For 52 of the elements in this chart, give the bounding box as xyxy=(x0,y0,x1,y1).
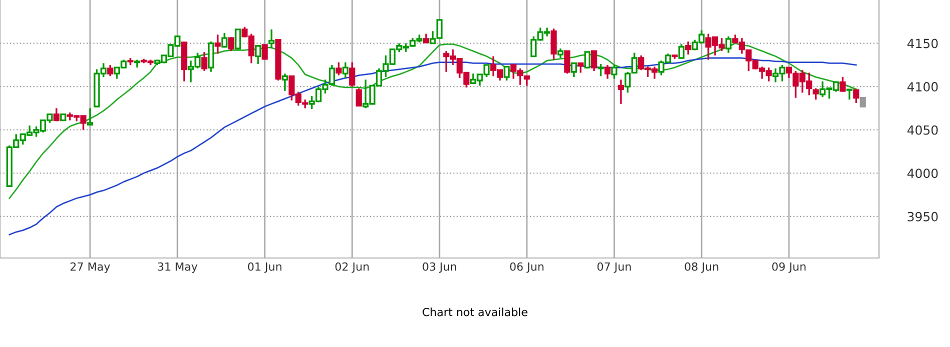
candlestick xyxy=(504,66,510,82)
candlestick xyxy=(853,89,860,104)
candlestick xyxy=(591,50,598,72)
candlestick xyxy=(53,107,60,122)
x-tick-label: 03 Jun xyxy=(422,262,456,273)
candlestick xyxy=(598,63,604,78)
y-tick-label: 4000 xyxy=(907,168,938,178)
y-tick-label: 4100 xyxy=(907,82,938,92)
y-tick-label: 3950 xyxy=(908,212,938,222)
candlestick xyxy=(423,32,430,44)
candlestick xyxy=(550,28,557,61)
candlestick xyxy=(618,78,624,105)
candlestick xyxy=(356,87,362,108)
y-tick-label: 4050 xyxy=(907,125,938,135)
candlestick xyxy=(282,72,288,92)
candlestick xyxy=(570,62,577,78)
text: Chart not available xyxy=(422,308,528,316)
candlestick xyxy=(584,51,590,70)
candlestick xyxy=(578,62,584,74)
candlestick xyxy=(107,64,114,78)
candlestick xyxy=(342,62,348,79)
candlestick xyxy=(262,44,268,60)
candlestick xyxy=(349,62,356,88)
x-tick-label: 01 Jun xyxy=(248,262,282,273)
candlestick xyxy=(228,36,234,52)
candlestick xyxy=(221,32,228,48)
x-tick-label: 06 Jun xyxy=(510,262,544,273)
candlestick xyxy=(564,50,570,74)
x-tick-label: 08 Jun xyxy=(684,262,718,273)
candlestick xyxy=(685,40,692,56)
candlestick xyxy=(611,64,618,80)
candlestick xyxy=(268,28,275,50)
candlestick xyxy=(678,43,684,59)
candlestick xyxy=(812,87,819,100)
candlestick xyxy=(557,48,564,59)
candlestick xyxy=(336,62,342,76)
candlestick xyxy=(214,34,221,55)
x-tick-label: 07 Jun xyxy=(597,262,631,273)
candlestick xyxy=(846,88,852,100)
candlestick xyxy=(255,45,262,65)
y-tick-label: 4150 xyxy=(907,38,938,48)
candlestick xyxy=(201,51,208,72)
candlestick xyxy=(234,28,241,50)
candlestick xyxy=(840,76,846,93)
x-tick-label: 27 May xyxy=(70,262,110,273)
candlestick xyxy=(87,107,94,126)
candlestick xyxy=(860,96,866,108)
x-tick-label: 02 Jun xyxy=(335,262,369,273)
candlestick xyxy=(725,36,732,54)
x-tick-label: 09 Jun xyxy=(772,262,806,273)
candlestick xyxy=(604,64,611,80)
x-tick-label: 31 May xyxy=(158,262,198,273)
